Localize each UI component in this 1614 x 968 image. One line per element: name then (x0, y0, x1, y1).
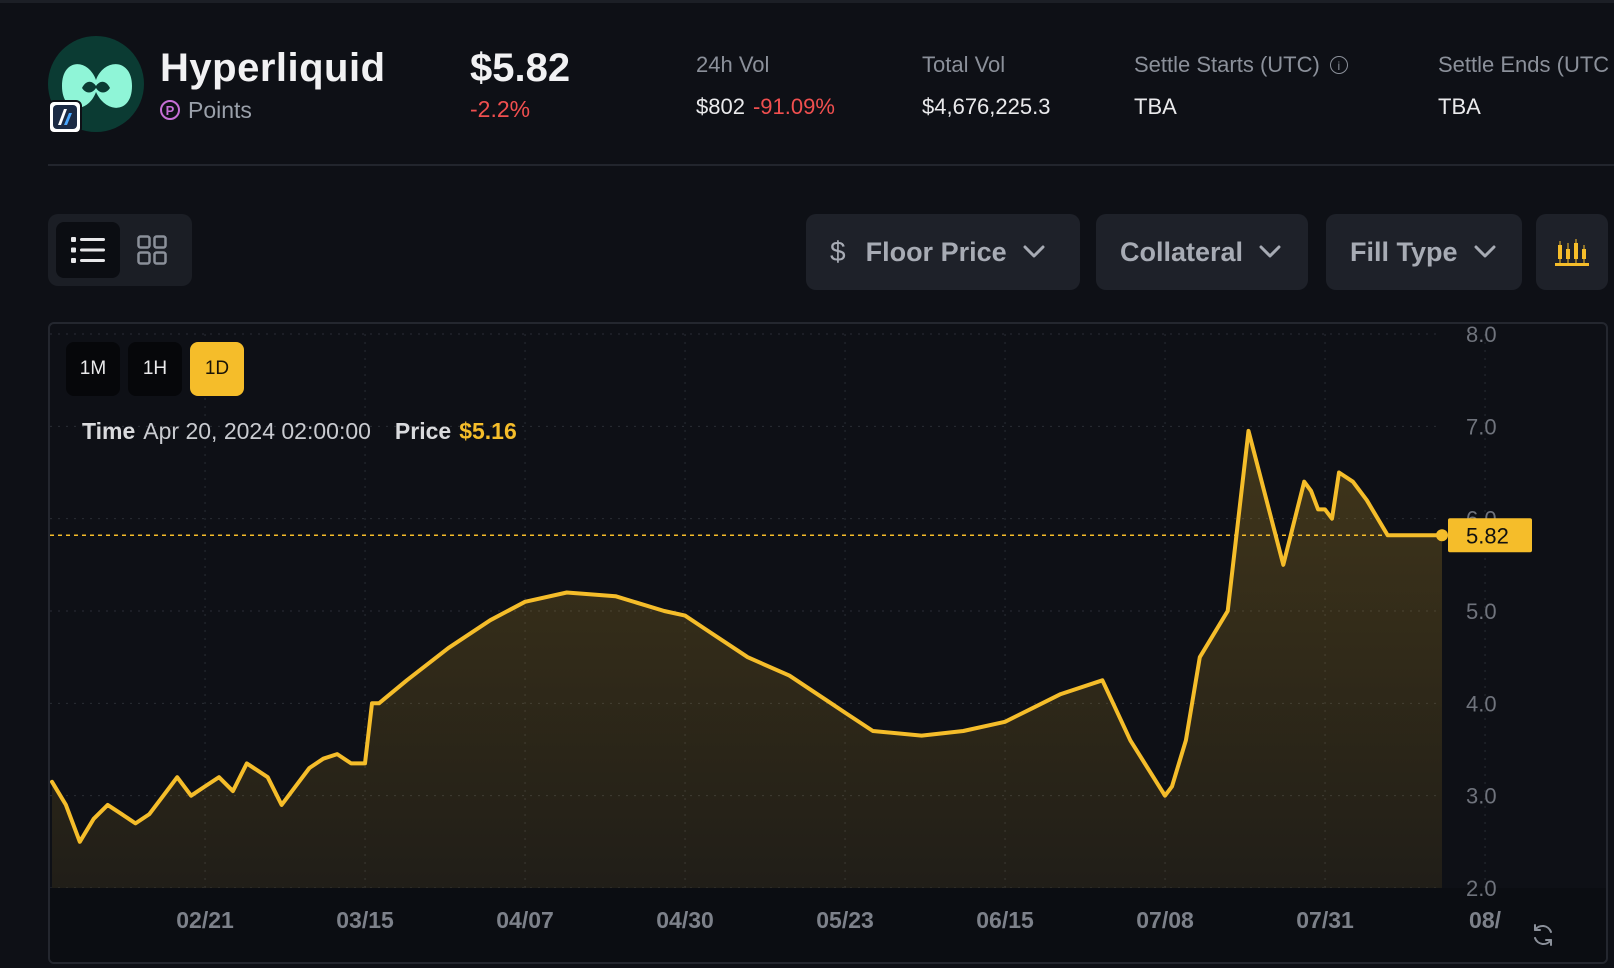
stat-label: Total Vol (922, 52, 1006, 77)
x-tick-label: 04/07 (496, 907, 554, 933)
y-tick-label: 5.0 (1466, 599, 1497, 624)
price-chart-svg[interactable]: 8.07.06.05.04.03.02.0 02/2103/1504/0704/… (50, 324, 1606, 962)
view-toggle (48, 214, 192, 286)
dollar-icon: $ (830, 236, 846, 267)
stat-settle-starts-label: Settle Starts (UTC) (1134, 52, 1320, 77)
chevron-down-icon (1023, 245, 1045, 258)
grid-view-button[interactable] (120, 222, 184, 278)
top-rule (0, 0, 1614, 3)
chart-type-button[interactable] (1536, 214, 1608, 290)
stat-value: TBA (1134, 94, 1177, 119)
stat-value: TBA (1438, 94, 1481, 119)
current-price-dot (1436, 529, 1448, 542)
x-tick-label: 03/15 (336, 907, 394, 933)
x-tick-label: 07/31 (1296, 907, 1354, 933)
stat-total-vol: Total Vol $4,676,225.3 (922, 52, 1050, 120)
stat-24h-vol: 24h Vol $802 -91.09% (696, 52, 835, 120)
stat-24h-vol-change: -91.09% (752, 94, 835, 119)
refresh-icon[interactable] (1530, 922, 1556, 948)
stat-24h-vol-value: $802 (696, 94, 745, 119)
chevron-down-icon (1259, 245, 1281, 258)
x-tick-label: 04/30 (656, 907, 714, 933)
points-label: Points (188, 96, 252, 123)
grid-view-icon (137, 235, 167, 265)
stat-value: $802 -91.09% (696, 94, 835, 120)
stat-label: Settle Starts (UTC) i (1134, 52, 1348, 78)
header-divider (48, 164, 1614, 166)
candlestick-chart-icon (1555, 239, 1589, 266)
x-axis-band (50, 888, 1606, 962)
arbitrum-badge-icon (48, 100, 82, 134)
x-tick-label: 02/21 (176, 907, 234, 933)
points-p-icon: P (160, 100, 180, 120)
stat-value: $4,676,225.3 (922, 94, 1051, 119)
price-chart[interactable]: 8.07.06.05.04.03.02.0 02/2103/1504/0704/… (48, 322, 1608, 964)
price-area (52, 430, 1442, 888)
market-title: Hyperliquid (160, 46, 386, 90)
y-tick-label: 2.0 (1466, 876, 1497, 901)
x-tick-label: 08/ (1469, 907, 1502, 933)
fill-type-dropdown[interactable]: Fill Type (1326, 214, 1522, 290)
chart-tooltip: Time Apr 20, 2024 02:00:00 Price $5.16 (82, 418, 517, 445)
x-tick-label: 06/15 (976, 907, 1034, 933)
range-1d-button[interactable]: 1D (190, 342, 244, 396)
price-change: -2.2% (470, 96, 531, 122)
chevron-down-icon (1474, 245, 1496, 258)
stat-label: Settle Ends (UTC (1438, 52, 1610, 77)
price-line (50, 428, 1444, 844)
current-price-badge: 5.82 (1448, 518, 1532, 553)
list-view-icon (71, 237, 105, 263)
collateral-label: Collateral (1120, 236, 1244, 267)
floor-price-label: Floor Price (865, 236, 1007, 267)
tooltip-time-label: Time (82, 418, 136, 444)
current-price: $5.82 (470, 46, 571, 90)
stat-settle-ends: Settle Ends (UTC TBA (1438, 52, 1609, 120)
y-tick-label: 8.0 (1466, 324, 1497, 347)
range-1m-button[interactable]: 1M (66, 342, 120, 396)
y-tick-label: 4.0 (1466, 691, 1497, 716)
tooltip-price-label: Price (394, 418, 452, 444)
info-icon[interactable]: i (1329, 56, 1348, 74)
range-1h-button[interactable]: 1H (128, 342, 182, 396)
floor-price-dropdown[interactable]: $ Floor Price (806, 214, 1080, 290)
x-tick-label: 05/23 (816, 907, 874, 933)
y-tick-label: 7.0 (1466, 414, 1497, 439)
stat-label: 24h Vol (696, 52, 770, 77)
collateral-dropdown[interactable]: Collateral (1096, 214, 1308, 290)
stat-settle-starts: Settle Starts (UTC) i TBA (1134, 52, 1348, 120)
x-tick-label: 07/08 (1136, 907, 1194, 933)
tooltip-price-value: $5.16 (459, 418, 517, 444)
tooltip-time-value: Apr 20, 2024 02:00:00 (143, 418, 371, 444)
y-tick-label: 3.0 (1466, 784, 1497, 809)
current-price-badge-text: 5.82 (1466, 523, 1509, 548)
fill-type-label: Fill Type (1350, 236, 1458, 267)
market-header: Hyperliquid P Points $5.82 -2.2% 24h Vol… (48, 36, 1614, 136)
list-view-button[interactable] (56, 222, 120, 278)
market-subtitle: P Points (160, 96, 252, 124)
